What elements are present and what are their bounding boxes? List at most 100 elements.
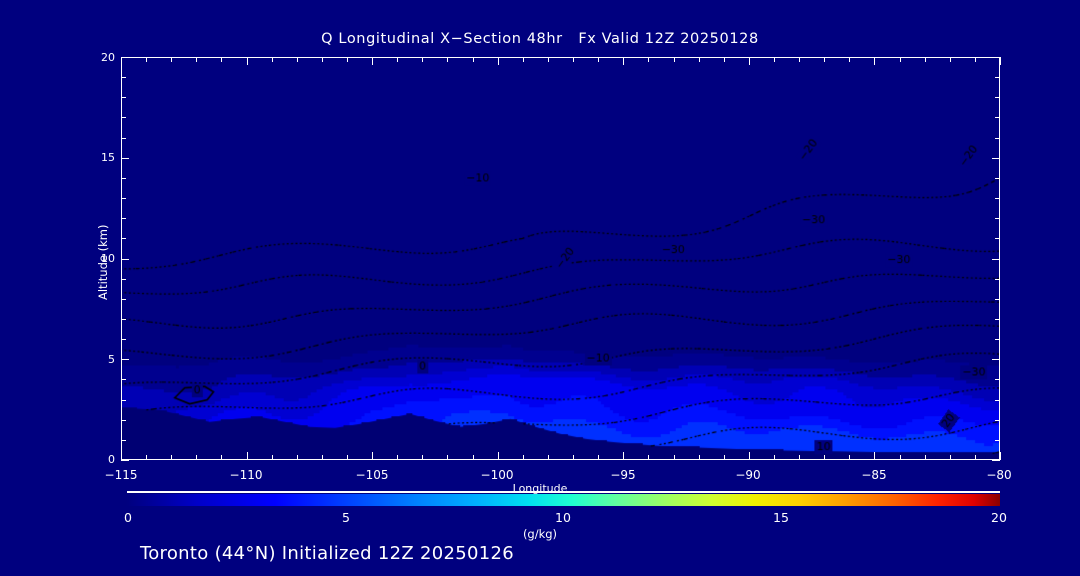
x-tick-top--105 [372, 57, 373, 65]
y-tick-16 [121, 138, 126, 139]
x-tick-top--95 [623, 57, 624, 65]
x-tick-label-n115: −115 [104, 468, 138, 482]
x-tick-top--103 [422, 57, 423, 62]
x-tick-top--99 [523, 57, 524, 62]
colorbar-tick-0: 0 [124, 510, 132, 525]
y-tick-right-0 [992, 460, 1000, 461]
y-tick-right-1 [995, 440, 1000, 441]
y-tick-11 [121, 238, 126, 239]
x-tick--86 [849, 455, 850, 460]
x-tick-top--96 [598, 57, 599, 62]
x-tick-top--110 [247, 57, 248, 65]
x-tick--94 [648, 455, 649, 460]
y-tick-1 [121, 440, 126, 441]
x-tick--96 [598, 455, 599, 460]
y-tick-right-19 [995, 77, 1000, 78]
x-tick-top--100 [498, 57, 499, 65]
x-tick-label-n105: −105 [355, 468, 389, 482]
colorbar-tick-5: 5 [342, 510, 350, 525]
x-tick-top--91 [724, 57, 725, 62]
x-tick--102 [447, 455, 448, 460]
x-tick--109 [272, 455, 273, 460]
x-tick-label-n80: −80 [986, 468, 1012, 482]
x-tick-top--102 [447, 57, 448, 62]
x-tick--87 [824, 455, 825, 460]
x-tick-top--87 [824, 57, 825, 62]
y-tick-right-3 [995, 400, 1000, 401]
cross-section-canvas [122, 58, 999, 459]
x-tick-top--83 [925, 57, 926, 62]
colorbar-unit-label: (g/kg) [522, 527, 558, 541]
y-tick-18 [121, 97, 126, 98]
y-tick-right-11 [995, 238, 1000, 239]
colorbar-tick-20: 20 [991, 510, 1007, 525]
x-tick-top--109 [272, 57, 273, 62]
y-tick-19 [121, 77, 126, 78]
figure-caption: Toronto (44°N) Initialized 12Z 20250126 [140, 543, 515, 564]
y-tick-2 [121, 420, 126, 421]
x-tick-top--97 [573, 57, 574, 62]
x-tick-top--80 [1000, 57, 1001, 65]
x-tick--80 [1000, 452, 1001, 460]
y-tick-right-7 [995, 319, 1000, 320]
y-tick-20 [121, 57, 129, 58]
y-tick-right-13 [995, 198, 1000, 199]
x-tick--110 [247, 452, 248, 460]
x-tick-top--101 [473, 57, 474, 62]
x-tick--114 [146, 455, 147, 460]
y-tick-right-16 [995, 138, 1000, 139]
colorbar[interactable] [127, 494, 1000, 506]
x-tick--97 [573, 455, 574, 460]
y-tick-label-5: 5 [108, 353, 115, 366]
page-title: Q Longitudinal X−Section 48hr Fx Valid 1… [321, 31, 759, 47]
y-tick-14 [121, 178, 126, 179]
y-tick-label-0: 0 [108, 453, 115, 466]
y-tick-13 [121, 198, 126, 199]
x-tick-top--112 [196, 57, 197, 62]
y-tick-10 [121, 259, 129, 260]
y-tick-right-20 [992, 57, 1000, 58]
x-tick-top--93 [674, 57, 675, 62]
x-tick--115 [121, 452, 122, 460]
x-tick--92 [699, 455, 700, 460]
x-tick-top--104 [397, 57, 398, 62]
y-tick-right-2 [995, 420, 1000, 421]
x-tick--107 [322, 455, 323, 460]
x-tick--95 [623, 452, 624, 460]
x-tick--89 [774, 455, 775, 460]
x-tick-top--90 [749, 57, 750, 65]
y-tick-right-6 [995, 339, 1000, 340]
x-tick-top--98 [548, 57, 549, 62]
x-tick--82 [950, 455, 951, 460]
x-tick-top--84 [900, 57, 901, 62]
x-tick-top--113 [171, 57, 172, 62]
y-tick-right-17 [995, 117, 1000, 118]
x-tick--105 [372, 452, 373, 460]
x-tick--106 [347, 455, 348, 460]
y-tick-12 [121, 218, 126, 219]
x-tick-top--114 [146, 57, 147, 62]
y-tick-right-4 [995, 379, 1000, 380]
cross-section-plot[interactable] [121, 57, 1000, 460]
y-tick-right-5 [992, 359, 1000, 360]
y-tick-right-15 [992, 158, 1000, 159]
x-tick--88 [799, 455, 800, 460]
x-tick--83 [925, 455, 926, 460]
x-tick-top--86 [849, 57, 850, 62]
x-tick-label-n95: −95 [610, 468, 636, 482]
y-tick-5 [121, 359, 129, 360]
y-tick-4 [121, 379, 126, 380]
colorbar-top-rule [127, 491, 1000, 493]
y-tick-15 [121, 158, 129, 159]
x-tick-top--108 [297, 57, 298, 62]
y-tick-right-8 [995, 299, 1000, 300]
x-tick-top--111 [221, 57, 222, 62]
y-tick-label-20: 20 [101, 51, 115, 64]
y-tick-right-12 [995, 218, 1000, 219]
x-tick-label-n90: −90 [735, 468, 761, 482]
x-tick--113 [171, 455, 172, 460]
y-tick-7 [121, 319, 126, 320]
x-tick--90 [749, 452, 750, 460]
y-tick-label-15: 15 [101, 151, 115, 164]
x-tick-top--81 [975, 57, 976, 62]
